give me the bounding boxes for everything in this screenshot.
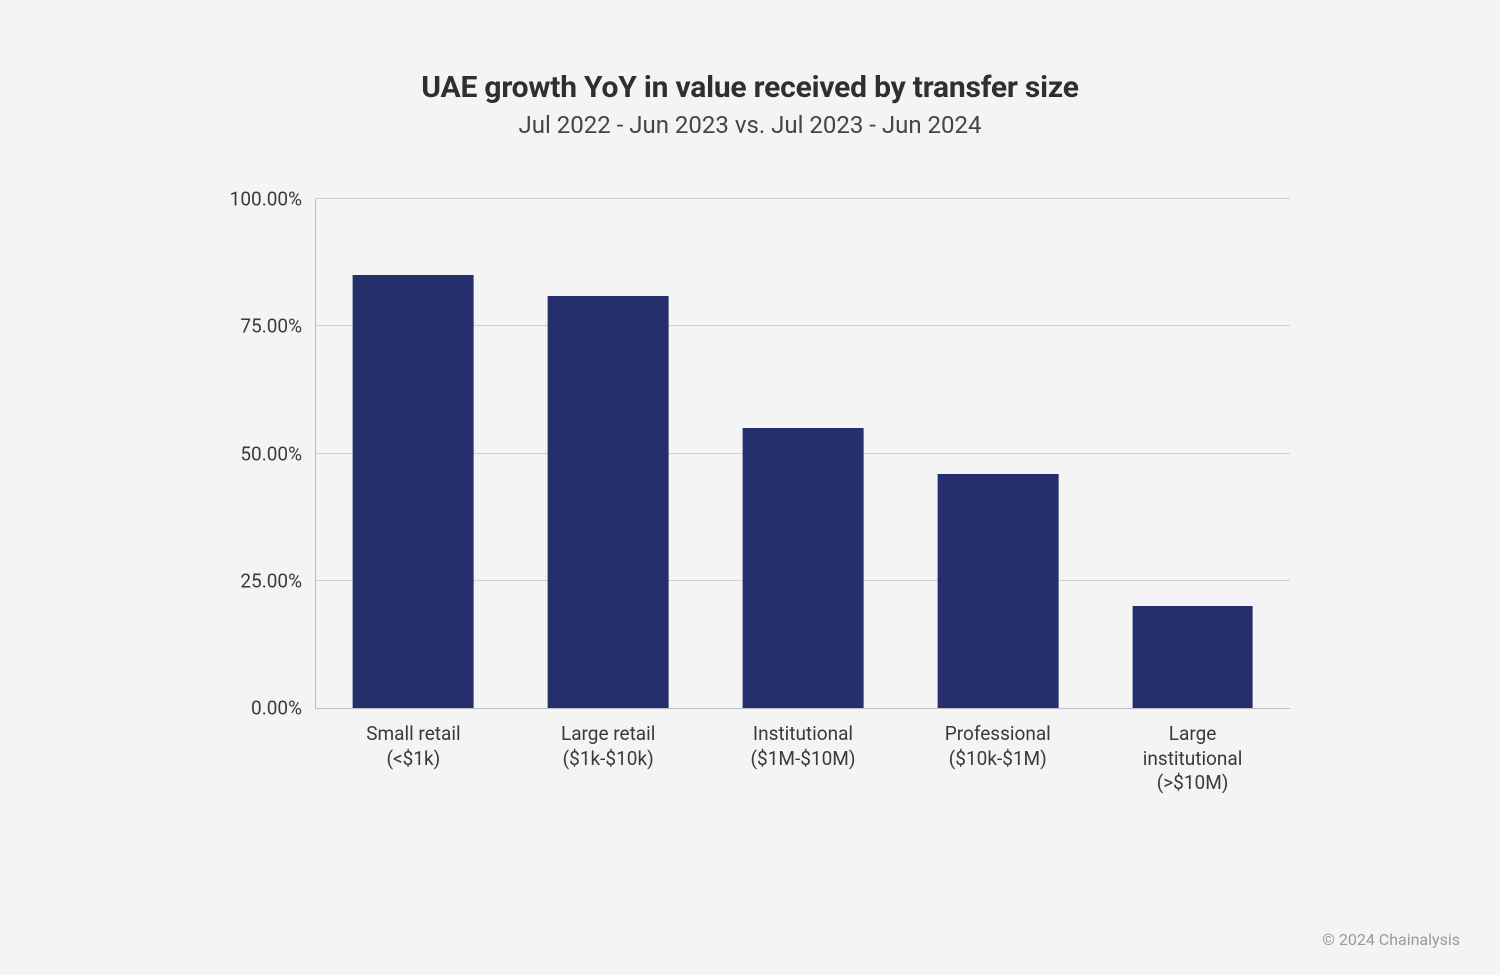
chart-area: 0.00%25.00%50.00%75.00%100.00%Small reta… [200, 199, 1300, 799]
bars-container: Small retail(<$1k)Large retail($1k-$10k)… [316, 199, 1290, 708]
y-tick-label: 0.00% [202, 697, 316, 720]
y-tick-label: 75.00% [202, 315, 316, 338]
bar [353, 275, 474, 708]
y-tick-label: 25.00% [202, 569, 316, 592]
bar-slot: Largeinstitutional(>$10M) [1095, 199, 1290, 708]
bar [937, 474, 1058, 708]
bar-slot: Professional($10k-$1M) [900, 199, 1095, 708]
x-tick-label: Small retail(<$1k) [328, 708, 498, 771]
x-tick-label: Institutional($1M-$10M) [718, 708, 888, 771]
copyright-footer: © 2024 Chainalysis [1322, 930, 1460, 949]
bar [743, 428, 864, 708]
chart-subtitle: Jul 2022 - Jun 2023 vs. Jul 2023 - Jun 2… [0, 111, 1500, 139]
plot-area: 0.00%25.00%50.00%75.00%100.00%Small reta… [315, 199, 1290, 709]
bar [1132, 606, 1253, 708]
title-block: UAE growth YoY in value received by tran… [0, 0, 1500, 139]
x-tick-label: Professional($10k-$1M) [913, 708, 1083, 771]
bar-slot: Small retail(<$1k) [316, 199, 511, 708]
y-tick-label: 100.00% [202, 188, 316, 211]
bar-slot: Large retail($1k-$10k) [511, 199, 706, 708]
x-tick-label: Largeinstitutional(>$10M) [1108, 708, 1278, 796]
bar [548, 296, 669, 708]
bar-slot: Institutional($1M-$10M) [706, 199, 901, 708]
chart-title: UAE growth YoY in value received by tran… [0, 70, 1500, 105]
y-tick-label: 50.00% [202, 442, 316, 465]
x-tick-label: Large retail($1k-$10k) [523, 708, 693, 771]
chart-frame: UAE growth YoY in value received by tran… [0, 0, 1500, 975]
